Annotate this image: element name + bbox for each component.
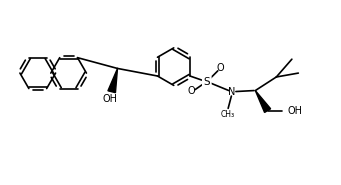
- Polygon shape: [255, 91, 271, 112]
- Text: O: O: [188, 86, 195, 96]
- Text: O: O: [217, 63, 224, 73]
- Text: CH₃: CH₃: [221, 110, 235, 119]
- Text: OH: OH: [288, 106, 303, 116]
- Text: N: N: [228, 87, 236, 97]
- Polygon shape: [108, 68, 118, 93]
- Text: S: S: [204, 77, 210, 87]
- Text: OH: OH: [103, 94, 118, 104]
